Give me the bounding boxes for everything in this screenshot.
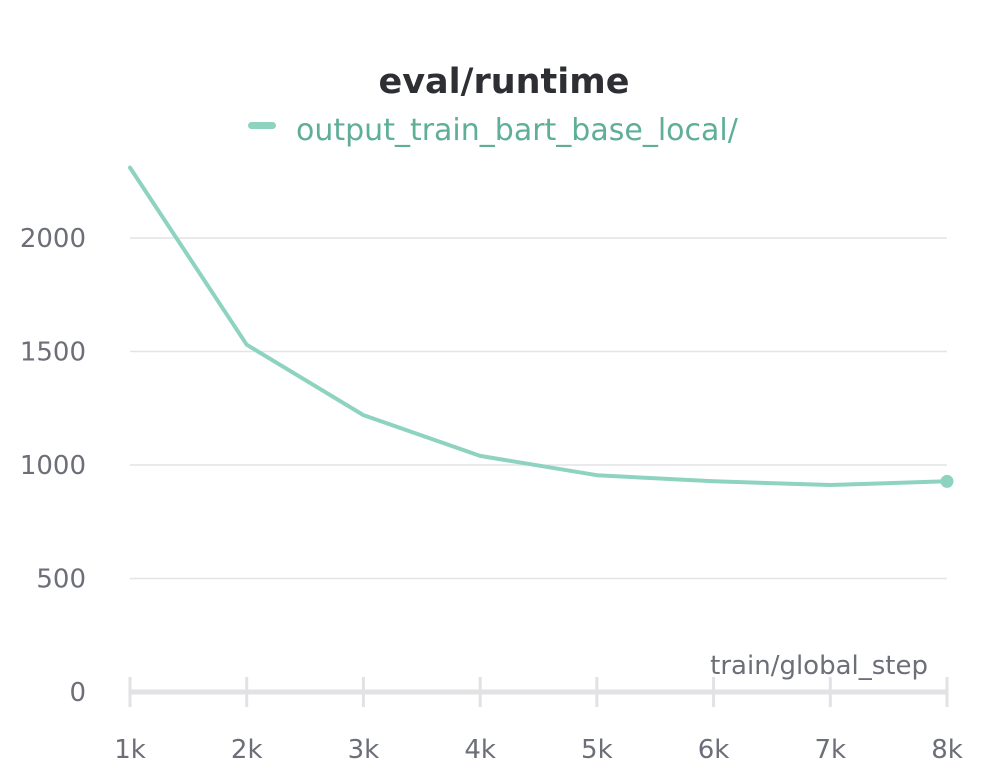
series [128, 165, 954, 488]
x-tick-label: 4k [464, 735, 496, 765]
x-tick-label: 7k [814, 735, 846, 765]
x-tick-label: 2k [231, 735, 263, 765]
x-tick-label: 8k [931, 735, 963, 765]
chart-title: eval/runtime [379, 62, 630, 102]
y-tick-label: 1000 [20, 451, 86, 481]
x-axis-title: train/global_step [710, 651, 928, 681]
x-tick-label: 5k [581, 735, 613, 765]
y-axis-ticks: 0 500 1000 1500 2000 [20, 224, 86, 708]
x-axis: 1k 2k 3k 4k 5k 6k 7k 8k [114, 677, 963, 765]
grid [130, 237, 947, 580]
legend-label: output_train_bart_base_local/ [296, 113, 739, 148]
y-tick-label: 1500 [20, 338, 86, 368]
x-tick-label: 1k [114, 735, 146, 765]
x-tick-label: 3k [348, 735, 380, 765]
series-end-point [940, 474, 954, 488]
x-tick-label: 6k [698, 735, 730, 765]
y-tick-label: 0 [69, 678, 86, 708]
legend: output_train_bart_base_local/ [248, 113, 739, 148]
legend-swatch [248, 122, 276, 129]
y-tick-label: 500 [36, 565, 86, 595]
y-tick-label: 2000 [20, 224, 86, 254]
series-line [128, 165, 949, 487]
